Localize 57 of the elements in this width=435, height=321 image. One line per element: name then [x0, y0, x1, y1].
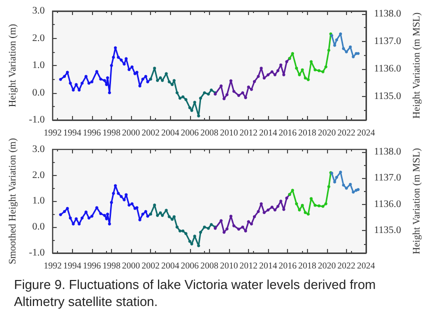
y-tick-label: -1.0 — [28, 248, 45, 258]
y-axis-title: Height Variation (m) — [8, 24, 18, 108]
y2-tick-label: 1136.0 — [374, 63, 402, 74]
y2-tick-label: 1138.0 — [374, 8, 402, 20]
x-tick-label: 1996 — [82, 260, 102, 270]
x-tick-label: 2016 — [278, 128, 298, 138]
x-tick-label: 2006 — [180, 260, 200, 270]
x-tick-label: 2020 — [318, 128, 336, 138]
x-tick-label: 1994 — [63, 260, 82, 270]
x-tick-label: 2004 — [161, 128, 180, 138]
y2-axis-title: Height Variation (m MSL) — [412, 148, 423, 254]
y-tick-label: 3.0 — [32, 6, 45, 16]
y-tick-label: 0.0 — [32, 222, 45, 233]
x-tick-label: 1992 — [44, 128, 62, 138]
y-tick-label: 1.0 — [32, 60, 45, 71]
y-tick-label: -1.0 — [28, 114, 45, 126]
y2-tick-label: 1135.0 — [374, 225, 402, 236]
x-tick-label: 2022 — [337, 260, 356, 270]
x-tick-label: 1998 — [102, 128, 121, 138]
caption: Figure 9. Fluctuations of lake Victoria water levels derived from Altimetry satellite station. — [14, 276, 377, 310]
x-tick-label: 1998 — [102, 260, 121, 270]
x-tick-label: 2018 — [298, 128, 317, 138]
x-tick-label: 1992 — [44, 260, 62, 270]
x-tick-label: 1994 — [63, 128, 82, 138]
x-tick-label: 2024 — [357, 128, 376, 138]
x-tick-label: 2024 — [357, 260, 376, 270]
y-tick-label: 2.0 — [32, 170, 45, 181]
y-tick-label: 0.0 — [32, 87, 45, 98]
x-tick-label: 2006 — [180, 128, 200, 138]
y2-tick-label: 1137.0 — [374, 172, 402, 184]
y2-tick-label: 1136.0 — [374, 198, 402, 210]
x-tick-label: 2020 — [318, 260, 336, 270]
y-tick-label: 1.0 — [32, 196, 45, 207]
x-tick-label: 2014 — [259, 260, 278, 270]
x-tick-label: 2012 — [240, 260, 258, 270]
y2-axis-title: Height Variation (m MSL) — [412, 12, 423, 119]
y-tick-label: 2.0 — [32, 32, 45, 44]
x-tick-label: 2002 — [142, 128, 160, 138]
y2-tick-label: 1137.0 — [374, 36, 402, 47]
x-tick-label: 2022 — [337, 128, 356, 138]
y-tick-label: 3.0 — [32, 144, 45, 155]
y-axis-title: Smoothed Height Variation (m) — [8, 138, 18, 264]
x-tick-label: 2016 — [278, 260, 298, 270]
y2-tick-label: 1138.0 — [374, 146, 402, 158]
x-tick-label: 2010 — [220, 128, 238, 138]
x-tick-label: 1996 — [82, 128, 102, 138]
x-tick-label: 2018 — [298, 260, 317, 270]
x-tick-label: 2008 — [200, 260, 219, 270]
x-tick-label: 2008 — [200, 128, 219, 138]
x-tick-label: 2000 — [122, 260, 141, 270]
x-tick-label: 2002 — [142, 260, 160, 270]
x-tick-label: 2000 — [122, 128, 141, 138]
x-tick-label: 2012 — [240, 128, 258, 138]
x-tick-label: 2010 — [220, 260, 238, 270]
y2-tick-label: 1135.0 — [374, 91, 402, 102]
x-tick-label: 2004 — [161, 260, 180, 270]
x-tick-label: 2014 — [259, 128, 278, 138]
